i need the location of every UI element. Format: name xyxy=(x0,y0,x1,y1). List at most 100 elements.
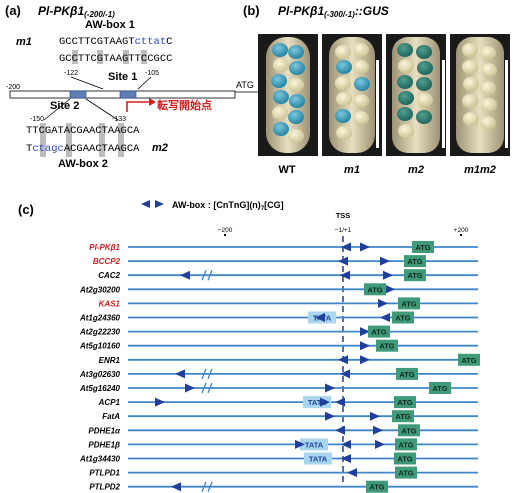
aw-box-forward-arrow xyxy=(383,270,393,280)
aw-box-reverse-arrow xyxy=(340,270,350,280)
lane-label-m1: m1 xyxy=(344,164,360,176)
gene-row: At5g16240 ATG xyxy=(79,382,478,394)
aw-box-reverse-arrow xyxy=(341,242,351,252)
seed-photo-m1m2 xyxy=(450,34,510,156)
gene-name: PDHE1β xyxy=(88,440,120,449)
gene-name: ACP1 xyxy=(98,398,121,407)
aw-box-forward-arrow xyxy=(360,242,370,252)
legend-arrow-left xyxy=(141,200,150,208)
atg-label: ATG xyxy=(397,455,412,464)
gene-row: At2g30200 ATG xyxy=(79,283,478,296)
gene-row: At5g10160 ATG xyxy=(79,339,478,352)
atg-box xyxy=(396,367,418,380)
seed-photo-m1 xyxy=(322,34,382,156)
break-mark xyxy=(201,481,213,492)
atg-label: ATG xyxy=(371,328,386,337)
panel-a: (a) Pl-PKβ1(-200/-1) AW-box 1 m1 GCCTTCG… xyxy=(5,3,258,170)
aw-box-forward-arrow xyxy=(185,383,195,393)
aw-box-reverse-arrow xyxy=(341,454,351,463)
aw-box-forward-arrow xyxy=(385,284,395,294)
site2-motif-bars xyxy=(40,123,124,157)
wt-sequence-site1: GCCTTCGTAAGTTCCGCC xyxy=(59,53,172,65)
site1-motif-bars xyxy=(72,50,147,64)
pos-minus133: -133 xyxy=(112,116,126,123)
lane-label-wt: WT xyxy=(278,164,295,176)
tata-label: TATA xyxy=(309,455,328,464)
gene-row: PDHE1α ATG xyxy=(88,424,478,437)
atg-box xyxy=(398,297,420,310)
atg-label: ATG xyxy=(399,370,414,379)
atg-label: ATG xyxy=(367,285,382,294)
legend-text: AW-box : [CnTnG](n)7[CG] xyxy=(172,200,284,212)
atg-label: ATG xyxy=(401,426,416,435)
tata-box xyxy=(304,452,332,465)
gene-row: FatA ATG xyxy=(102,410,478,423)
gene-name: PI-PKβ1 xyxy=(89,243,120,252)
panel-c-label: (c) xyxy=(18,202,34,217)
site2-box xyxy=(69,90,87,99)
aw-box-forward-arrow xyxy=(360,341,370,351)
tss-arrow xyxy=(126,101,150,112)
tss-japanese-label: 転写開始点 xyxy=(157,98,212,112)
site1-label: Site 1 xyxy=(108,71,137,83)
m2-sequence: TctagcACGAACTAAGCA xyxy=(26,143,140,155)
gene-row: At1g24360TATAATG xyxy=(79,311,478,324)
gene-row: CAC2 ATG xyxy=(98,269,478,282)
gene-name: At3g02630 xyxy=(79,370,121,379)
aw-box-reverse-arrow xyxy=(340,369,350,379)
seed-photo-m2 xyxy=(386,34,446,156)
wt-sequence-site2: TTCGATACGAACTAAGCA xyxy=(26,125,140,137)
gene-row: KAS1 ATG xyxy=(99,297,478,310)
panel-b-label: (b) xyxy=(243,3,260,18)
gene-name: At1g34430 xyxy=(79,455,121,464)
aw-box-reverse-arrow xyxy=(335,425,345,435)
aw-box-forward-arrow xyxy=(155,397,165,407)
atg-box xyxy=(412,241,434,253)
atg-box xyxy=(394,452,416,465)
gene-name: PDHE1α xyxy=(88,426,121,435)
atg-label: ATG xyxy=(461,356,476,365)
atg-box xyxy=(368,325,390,338)
aw-box-forward-arrow xyxy=(378,298,388,308)
atg-label: ATG xyxy=(407,271,422,280)
awbox2-label: AW-box 2 xyxy=(58,158,108,170)
gene-name: At2g30200 xyxy=(79,285,121,294)
atg-box xyxy=(429,382,451,394)
m1-sequence: GCCTTCGTAAGTcttatC xyxy=(59,36,172,48)
aw-box-reverse-arrow xyxy=(338,256,348,266)
tick-minus200: −200 xyxy=(218,227,233,234)
gene-row: PTLPD1 ATG xyxy=(89,466,478,479)
pos-minus105: -105 xyxy=(145,70,159,77)
gene-name: KAS1 xyxy=(99,299,121,308)
legend-arrow-right xyxy=(155,200,164,208)
aw-box-forward-arrow xyxy=(325,411,335,421)
aw-box-forward-arrow xyxy=(370,411,380,421)
gene-name: FatA xyxy=(102,412,120,421)
aw-box-reverse-arrow xyxy=(315,313,325,322)
aw-box-reverse-arrow xyxy=(341,439,351,449)
site1-box xyxy=(119,90,137,99)
atg-label: ATG xyxy=(369,483,384,492)
gene-row: At2g22230 ATG xyxy=(79,325,478,338)
aw-box-forward-arrow xyxy=(295,439,305,449)
atg-box xyxy=(366,480,388,493)
atg-box xyxy=(376,339,398,352)
atg-box xyxy=(394,396,416,409)
atg-box xyxy=(395,438,417,451)
pos-minus122: -122 xyxy=(64,70,78,77)
atg-label: ATG xyxy=(401,299,416,308)
aw-box-forward-arrow xyxy=(325,383,335,393)
panel-a-label: (a) xyxy=(5,3,21,18)
atg-label: ATG xyxy=(379,342,394,351)
gene-row: PTLPD2 ATG xyxy=(89,480,478,493)
aw-box-forward-arrow xyxy=(360,327,370,337)
gene-row: PI-PKβ1 ATG xyxy=(89,241,478,253)
atg-box xyxy=(404,255,426,268)
aw-box-reverse-arrow xyxy=(175,369,185,379)
gene-row: PDHE1β TATA ATG xyxy=(88,438,478,451)
atg-label: ATG xyxy=(432,384,447,393)
gene-row: BCCP2 ATG xyxy=(93,255,478,268)
awbox1-label: AW-box 1 xyxy=(85,19,135,31)
gene-name: At1g24360 xyxy=(79,314,121,323)
